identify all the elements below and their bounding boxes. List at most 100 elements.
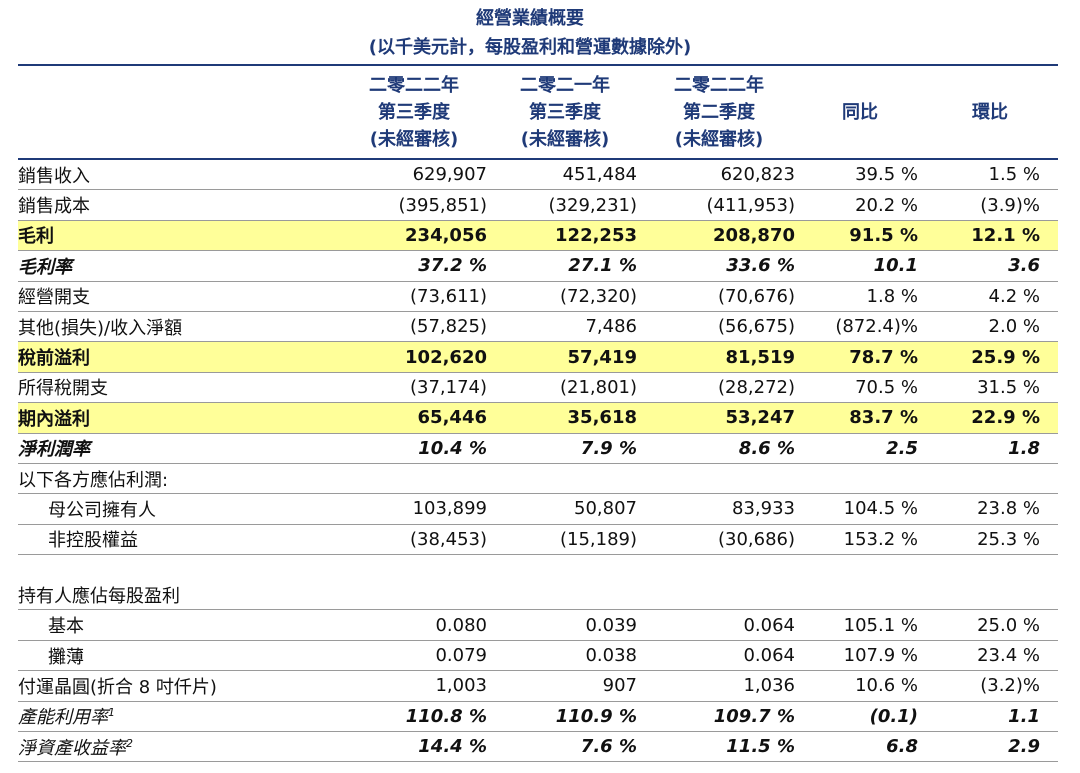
cell: 0.039	[490, 609, 640, 641]
row-label-text: 經營開支	[18, 287, 90, 309]
cell: 78.7 %	[798, 341, 922, 373]
cell: 105.1 %	[798, 609, 922, 641]
cell	[490, 580, 640, 611]
header-line: 第二季度	[683, 101, 755, 123]
row-label: 毛利率	[18, 250, 338, 282]
cell: (21,801)	[490, 372, 640, 404]
row-label: 淨資產收益率2	[18, 731, 338, 763]
cell: 50,807	[490, 493, 640, 525]
cell	[338, 580, 490, 611]
cell: 1,036	[640, 670, 798, 702]
cell: 39.5 %	[798, 159, 922, 191]
header-line: 第三季度	[378, 101, 450, 123]
row-label-text: 銷售收入	[18, 165, 90, 187]
spacer-cell	[640, 555, 798, 581]
cell: 1,003	[338, 670, 490, 702]
cell: (70,676)	[640, 281, 798, 312]
cell	[922, 580, 1058, 611]
row-label: 稅前溢利	[18, 341, 338, 373]
row-label-text: 基本	[48, 616, 84, 638]
row-label-text: 毛利率	[18, 256, 72, 278]
row-label: 非控股權益	[18, 524, 338, 556]
cell: 10.6 %	[798, 670, 922, 702]
cell: 27.1 %	[490, 250, 640, 282]
header-line: 二零二一年	[520, 74, 610, 96]
cell: 81,519	[640, 341, 798, 373]
spacer-row	[18, 555, 1058, 581]
table-row: 毛利 234,056 122,253 208,870 91.5 % 12.1 %	[18, 220, 1058, 252]
spacer-cell	[922, 555, 1058, 581]
spacer-cell	[490, 555, 640, 581]
row-label: 以下各方應佔利潤:	[18, 463, 338, 495]
cell: (37,174)	[338, 372, 490, 404]
cell: 7.6 %	[490, 731, 640, 763]
table-row: 基本 0.080 0.039 0.064 105.1 % 25.0 %	[18, 609, 1058, 641]
cell: (30,686)	[640, 524, 798, 556]
row-label: 其他(損失)/收入淨額	[18, 311, 338, 343]
cell: 0.064	[640, 609, 798, 641]
cell: 22.9 %	[922, 402, 1058, 434]
cell: 907	[490, 670, 640, 702]
table-row: 毛利率 37.2 % 27.1 % 33.6 % 10.1 3.6	[18, 250, 1058, 282]
table-row: 持有人應佔每股盈利	[18, 580, 1058, 611]
cell: (395,851)	[338, 189, 490, 221]
row-label: 攤薄	[18, 640, 338, 672]
row-label-text: 持有人應佔每股盈利	[18, 585, 180, 607]
cell: 91.5 %	[798, 220, 922, 252]
row-label-text: 銷售成本	[18, 196, 90, 218]
row-label-text: 其他(損失)/收入淨額	[18, 317, 183, 339]
cell	[798, 580, 922, 611]
cell	[490, 463, 640, 495]
cell: 20.2 %	[798, 189, 922, 221]
cell: (872.4)%	[798, 311, 922, 343]
table-row: 所得稅開支 (37,174) (21,801) (28,272) 70.5 % 31.5 …	[18, 372, 1058, 404]
row-label-text: 攤薄	[48, 646, 84, 668]
cell: 2.0 %	[922, 311, 1058, 343]
table-row: 銷售收入 629,907 451,484 620,823 39.5 % 1.5 %	[18, 159, 1058, 191]
cell: 109.7 %	[640, 701, 798, 733]
subtitle: (以千美元計，每股盈利和營運數據除外)	[368, 37, 692, 58]
cell	[798, 463, 922, 495]
row-label-text: 期內溢利	[18, 408, 90, 430]
cell: 8.6 %	[640, 433, 798, 464]
column-header: 二零二一年 第三季度 (未經審核)	[490, 65, 640, 159]
row-label-text: 淨資產收益率	[18, 737, 126, 759]
cell: 153.2 %	[798, 524, 922, 556]
cell: (3.9)%	[922, 189, 1058, 221]
row-label: 所得稅開支	[18, 372, 338, 404]
table-row: 淨資產收益率2 14.4 % 7.6 % 11.5 % 6.8 2.9	[18, 731, 1058, 763]
header-line: 環比	[972, 101, 1008, 123]
header-line: (未經審核)	[520, 128, 610, 150]
cell: 0.080	[338, 609, 490, 641]
cell: 25.3 %	[922, 524, 1058, 556]
cell: 35,618	[490, 402, 640, 434]
cell: 11.5 %	[640, 731, 798, 763]
cell: 1.8	[922, 433, 1058, 464]
cell: 110.8 %	[338, 701, 490, 733]
row-label-text: 稅前溢利	[18, 348, 90, 370]
cell: 3.6	[922, 250, 1058, 282]
row-label: 淨利潤率	[18, 433, 338, 464]
results-table: 二零二二年 第三季度 (未經審核) 二零二一年 第三季度 (未經審核) 二零二二年 第二季度 (…	[18, 64, 1058, 763]
cell	[640, 463, 798, 495]
cell: 57,419	[490, 341, 640, 373]
cell: (411,953)	[640, 189, 798, 221]
cell: (329,231)	[490, 189, 640, 221]
spacer-cell	[338, 555, 490, 581]
cell: 4.2 %	[922, 281, 1058, 312]
cell: 103,899	[338, 493, 490, 525]
table-row: 母公司擁有人 103,899 50,807 83,933 104.5 % 23.8 %	[18, 493, 1058, 525]
table-row: 淨利潤率 10.4 % 7.9 % 8.6 % 2.5 1.8	[18, 433, 1058, 464]
row-label: 銷售成本	[18, 189, 338, 221]
cell: (56,675)	[640, 311, 798, 343]
cell: 25.9 %	[922, 341, 1058, 373]
cell: 629,907	[338, 159, 490, 191]
row-label: 持有人應佔每股盈利	[18, 580, 338, 611]
cell: 0.064	[640, 640, 798, 672]
header-line: 同比	[842, 101, 878, 123]
table-row: 期內溢利 65,446 35,618 53,247 83.7 % 22.9 %	[18, 402, 1058, 434]
cell: (15,189)	[490, 524, 640, 556]
title: 經營業績概要	[476, 8, 584, 29]
cell: 102,620	[338, 341, 490, 373]
